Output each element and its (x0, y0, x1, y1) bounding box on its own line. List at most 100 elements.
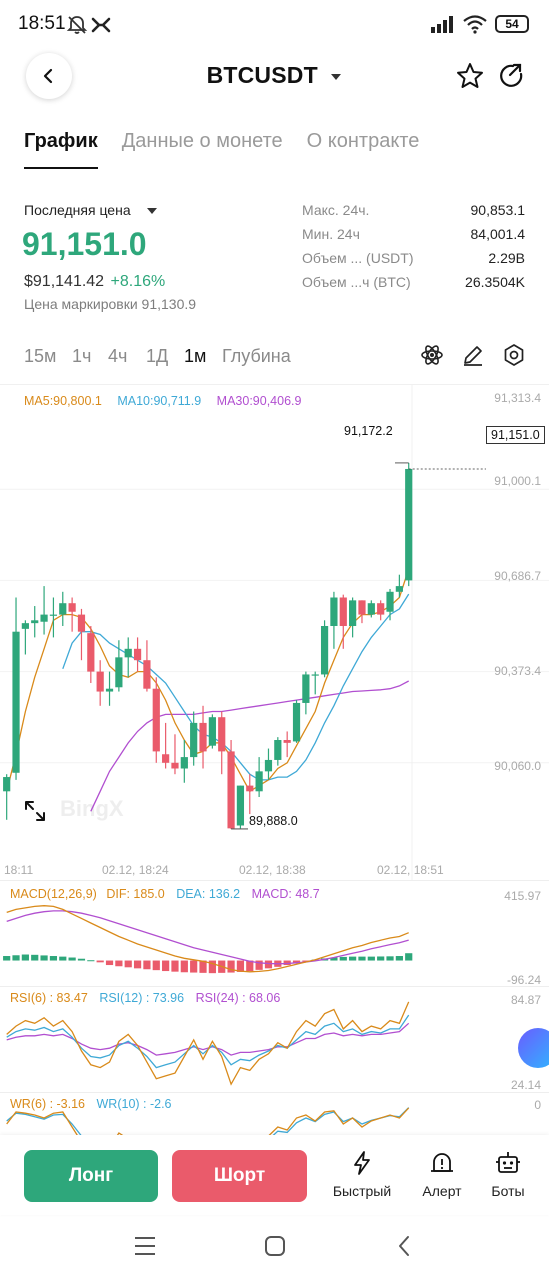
candle-body (124, 648, 132, 658)
macd-bar (143, 960, 151, 970)
candle-body (21, 623, 29, 629)
wr6-line (6, 1107, 410, 1137)
candle-body (152, 688, 160, 752)
macd-bar (105, 960, 114, 966)
star-icon[interactable] (456, 62, 484, 90)
fullscreen-icon[interactable] (24, 800, 46, 822)
timeframe-1d[interactable]: 1Д (146, 346, 169, 366)
y-tick-label: 90,060.0 (494, 759, 541, 773)
macd-bar (339, 956, 347, 961)
macd-bar (171, 960, 179, 972)
y-tick-label: 91,313.4 (494, 391, 541, 405)
macd-label: MACD(12,26,9) (10, 887, 97, 901)
timeframe-15m[interactable]: 15м (24, 346, 57, 366)
tab-contract-info[interactable]: О контракте (306, 130, 420, 152)
bots-button[interactable]: Боты (485, 1150, 531, 1199)
candle-body (133, 648, 142, 661)
tab-chart[interactable]: График (24, 130, 98, 169)
share-icon[interactable] (497, 62, 525, 90)
macd-bar (395, 956, 403, 961)
candle-body (68, 603, 76, 612)
wr6-label: WR(6) : -3.16 (10, 1097, 86, 1111)
candle-body (255, 771, 263, 792)
macd-bar (133, 960, 142, 969)
macd-bar (208, 960, 216, 974)
macd-bar (21, 954, 29, 961)
wr-chart (6, 1107, 410, 1137)
candle-body (77, 614, 86, 632)
draw-pencil-icon[interactable] (461, 343, 485, 367)
caret-down-icon (331, 73, 342, 80)
home-icon[interactable] (263, 1234, 287, 1258)
macd-bar (152, 960, 160, 971)
candlestick-chart[interactable]: BingX (0, 384, 549, 880)
candle-body (236, 785, 245, 826)
alert-button[interactable]: Алерт (412, 1150, 472, 1199)
macd-bar (115, 960, 123, 967)
wr10-label: WR(10) : -2.6 (96, 1097, 172, 1111)
back-button[interactable] (26, 53, 72, 99)
chevron-left-icon (43, 68, 53, 84)
candle-body (283, 740, 291, 743)
candle-body (40, 614, 48, 622)
candle-body (218, 717, 226, 752)
ma30-line (90, 680, 410, 812)
indicators-icon[interactable] (420, 343, 444, 367)
candle-body (246, 785, 254, 792)
battery-indicator: 54 (495, 15, 529, 33)
lightning-icon (354, 1151, 370, 1175)
alert-label: Алерт (422, 1183, 462, 1199)
usd-price: $91,141.42 +8.16% (24, 273, 165, 291)
last-price-selector[interactable]: Последняя цена (24, 202, 157, 218)
candle-body (367, 603, 375, 615)
back-nav-icon[interactable] (396, 1234, 412, 1258)
timeframe-1h[interactable]: 1ч (72, 346, 92, 366)
macd-bottom-label: -96.24 (506, 973, 541, 987)
tab-coin-data[interactable]: Данные о монете (121, 130, 283, 152)
symbol-selector[interactable]: BTCUSDT (0, 62, 549, 89)
candle-body (386, 591, 394, 612)
candle-body (349, 600, 357, 626)
candle-body (180, 757, 188, 769)
candle-body (87, 633, 95, 672)
short-button[interactable]: Шорт (172, 1150, 307, 1202)
candle-body (264, 759, 273, 772)
candle-body (96, 671, 104, 692)
macd-dea: DEA: 136.2 (176, 887, 241, 901)
quick-trade-button[interactable]: Быстрый (328, 1150, 396, 1199)
x-tick-label: 02.12, 18:51 (377, 863, 444, 877)
macd-bar (59, 956, 67, 961)
macd-bar (40, 955, 48, 961)
macd-bar (12, 955, 20, 961)
stat-high-value: 90,853.1 (470, 202, 526, 218)
candle-body (208, 717, 216, 746)
timeframe-4h[interactable]: 4ч (108, 346, 128, 366)
candle-body (12, 631, 20, 773)
macd-bar (405, 953, 413, 961)
wr-top-label: 0 (534, 1098, 541, 1112)
ma5-line (6, 568, 410, 793)
timeframe-depth[interactable]: Глубина (222, 346, 291, 366)
rsi12-label: RSI(12) : 73.96 (99, 991, 185, 1005)
candle-body (339, 597, 347, 626)
x-tick-label: 18:11 (4, 863, 34, 877)
assistant-bubble[interactable] (518, 1028, 549, 1068)
stat-high-label: Макс. 24ч. (302, 202, 370, 218)
stat-vol-usdt-value: 2.29B (488, 250, 525, 266)
rsi-legend: RSI(6) : 83.47 RSI(12) : 73.96 RSI(24) :… (10, 991, 280, 1005)
stat-vol-usdt-label: Объем ... (USDT) (302, 250, 414, 266)
long-button[interactable]: Лонг (24, 1150, 158, 1202)
x-tick-label: 02.12, 18:38 (239, 863, 306, 877)
wr-legend: WR(6) : -3.16 WR(10) : -2.6 (10, 1097, 172, 1111)
macd-divider (0, 880, 549, 881)
recent-apps-icon[interactable] (133, 1235, 157, 1257)
bots-label: Боты (491, 1183, 525, 1199)
macd-bar (199, 960, 207, 973)
candle-body (320, 626, 329, 675)
macd-bar (49, 956, 58, 961)
settings-icon[interactable] (502, 343, 526, 367)
macd-bar (77, 958, 86, 961)
macd-bar (255, 960, 263, 970)
macd-bar (227, 960, 235, 973)
timeframe-1m[interactable]: 1м (184, 346, 207, 366)
